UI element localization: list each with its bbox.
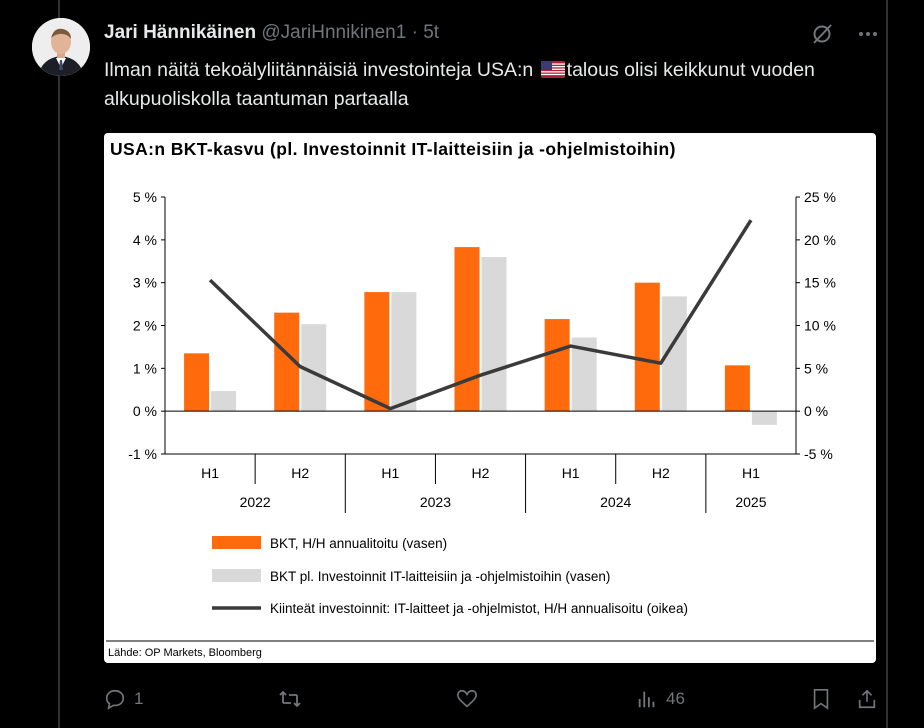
reply-icon	[105, 689, 125, 710]
category-tick-label: H1	[381, 465, 399, 481]
year-label: 2025	[735, 494, 766, 510]
chart-title: USA:n BKT-kasvu (pl. Investoinnit IT-lai…	[110, 139, 676, 159]
tweet-header: Jari Hännikäinen @JariHnnikinen1 · 5t	[104, 22, 439, 44]
repost-icon	[279, 690, 301, 708]
separator-dot: ·	[411, 22, 418, 43]
reply-count: 1	[134, 689, 144, 708]
bar-gdp-ex-it	[211, 391, 237, 412]
left-axis-tick-label: 4 %	[133, 232, 157, 248]
bar-gdp	[364, 292, 390, 412]
tweet-top-actions	[810, 22, 880, 51]
bar-gdp-ex-it	[391, 292, 417, 412]
views-icon	[638, 691, 655, 708]
timestamp[interactable]: 5t	[423, 22, 440, 43]
left-axis-tick-label: 1 %	[133, 360, 157, 376]
legend-swatch	[212, 536, 261, 549]
category-tick-label: H1	[562, 465, 580, 481]
category-tick-label: H2	[652, 465, 670, 481]
right-axis-tick-label: 5 %	[804, 360, 828, 376]
chart-plot: -1 % 0 % 1 % 2 % 3 % 4 % 5 % -5 % 0 % 5 % 10 % 15 %…	[106, 189, 874, 642]
reply-button[interactable]: 1	[104, 688, 143, 710]
thread-line-left	[58, 0, 60, 728]
right-axis-tick-label: 25 %	[804, 189, 836, 205]
avatar-image	[32, 18, 90, 76]
right-axis-tick-label: -5 %	[804, 446, 833, 462]
action-bar: 1 46	[104, 688, 884, 718]
left-axis-tick-label: 2 %	[133, 318, 157, 334]
bar-gdp-ex-it	[751, 411, 777, 425]
more-options-icon[interactable]	[856, 22, 880, 51]
legend-label: BKT pl. Investoinnit IT-laitteisiin ja -…	[270, 569, 610, 584]
grok-icon[interactable]	[810, 22, 834, 51]
chart-image[interactable]: USA:n BKT-kasvu (pl. Investoinnit IT-lai…	[104, 133, 876, 663]
right-axis-tick-label: 10 %	[804, 318, 836, 334]
category-tick-label: H2	[291, 465, 309, 481]
share-button[interactable]	[856, 688, 878, 710]
legend-swatch	[212, 569, 261, 582]
bar-gdp-ex-it	[481, 256, 507, 412]
left-axis-tick-label: -1 %	[128, 446, 157, 462]
like-button[interactable]	[456, 688, 478, 710]
views-button[interactable]: 46	[636, 688, 685, 710]
tweet-text-part-1: Ilman näitä tekoälyliitännäisiä investoi…	[104, 59, 534, 81]
legend-label: BKT, H/H annualitoitu (vasen)	[270, 536, 447, 551]
us-flag-icon	[540, 61, 565, 78]
tweet-text: Ilman näitä tekoälyliitännäisiä investoi…	[104, 56, 884, 114]
heart-icon	[457, 689, 477, 708]
right-axis-tick-label: 20 %	[804, 232, 836, 248]
bookmark-button[interactable]	[810, 688, 832, 710]
tweet-text-part-2: talous olisi keikkunut vuoden alkupuolis…	[104, 59, 815, 110]
left-axis-tick-label: 5 %	[133, 189, 157, 205]
legend-label: Kiinteät investoinnit: IT-laitteet ja -o…	[270, 601, 688, 616]
chart-source: Lähde: OP Markets, Bloomberg	[108, 647, 262, 659]
left-axis-tick-label: 3 %	[133, 275, 157, 291]
category-tick-label: H1	[742, 465, 760, 481]
bookmark-icon	[813, 689, 829, 710]
author-handle[interactable]: @JariHnnikinen1	[261, 22, 407, 43]
views-count: 46	[666, 689, 685, 708]
year-label: 2022	[240, 494, 271, 510]
year-label: 2024	[600, 494, 631, 510]
bar-gdp	[634, 282, 660, 412]
share-icon	[858, 689, 876, 709]
year-label: 2023	[420, 494, 451, 510]
bar-gdp	[184, 353, 210, 412]
repost-button[interactable]	[278, 688, 302, 710]
bar-gdp	[544, 319, 570, 412]
right-axis-tick-label: 0 %	[804, 403, 828, 419]
bar-gdp	[454, 247, 480, 412]
avatar[interactable]	[32, 18, 90, 76]
category-tick-label: H1	[201, 465, 219, 481]
thread-line-right	[886, 0, 888, 728]
author-name[interactable]: Jari Hännikäinen	[104, 22, 257, 43]
category-tick-label: H2	[472, 465, 490, 481]
bar-gdp	[724, 365, 750, 412]
right-axis-tick-label: 15 %	[804, 275, 836, 291]
left-axis-tick-label: 0 %	[133, 403, 157, 419]
